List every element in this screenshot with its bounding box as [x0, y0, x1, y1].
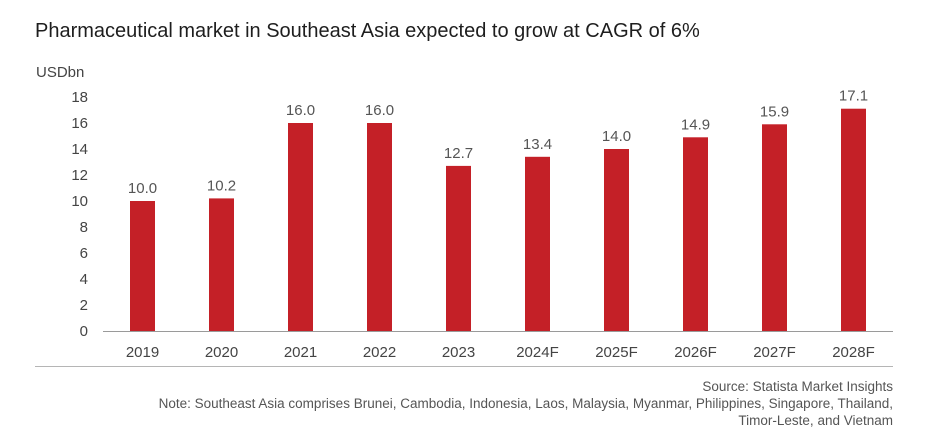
bar — [525, 156, 550, 331]
y-axis-unit-label: USDbn — [36, 64, 84, 81]
chart-title: Pharmaceutical market in Southeast Asia … — [35, 20, 700, 42]
x-tick-label: 2021 — [284, 344, 317, 361]
source-text: Source: Statista Market Insights — [702, 379, 893, 394]
y-tick-label: 6 — [80, 245, 88, 262]
bar — [841, 108, 866, 331]
y-tick-label: 12 — [71, 167, 88, 184]
bar — [604, 149, 629, 331]
x-tick-label: 2023 — [442, 344, 475, 361]
bar — [683, 137, 708, 331]
x-tick-label: 2027F — [753, 344, 796, 361]
bar — [130, 201, 155, 331]
bar — [209, 198, 234, 331]
y-tick-label: 8 — [80, 219, 88, 236]
y-tick-label: 2 — [80, 297, 88, 314]
x-tick-label: 2022 — [363, 344, 396, 361]
bar — [288, 123, 313, 331]
y-tick-label: 10 — [71, 193, 88, 210]
bar — [446, 165, 471, 331]
note-text-line-2: Timor-Leste, and Vietnam — [738, 413, 893, 428]
note-text-line-1: Note: Southeast Asia comprises Brunei, C… — [158, 396, 893, 411]
value-label: 15.9 — [760, 103, 789, 120]
y-tick-label: 14 — [71, 141, 88, 158]
value-label: 12.7 — [444, 145, 473, 162]
bar — [762, 124, 787, 331]
y-tick-label: 0 — [80, 323, 88, 340]
bar-chart: USDbn 0 2 4 6 8 10 12 14 16 18 10.0 10.2 16.0 16.0 12… — [36, 64, 893, 361]
value-label: 10.0 — [128, 180, 157, 197]
x-tick-label: 2025F — [595, 344, 638, 361]
value-label: 16.0 — [286, 102, 315, 119]
y-tick-label: 18 — [71, 89, 88, 106]
x-tick-label: 2024F — [516, 344, 559, 361]
bar — [367, 123, 392, 331]
x-tick-label: 2020 — [205, 344, 238, 361]
value-label: 13.4 — [523, 136, 552, 153]
x-tick-label: 2019 — [126, 344, 159, 361]
value-label: 14.0 — [602, 128, 631, 145]
value-label: 10.2 — [207, 177, 236, 194]
value-label: 17.1 — [839, 88, 868, 105]
x-tick-label: 2026F — [674, 344, 717, 361]
y-tick-label: 16 — [71, 115, 88, 132]
value-label: 14.9 — [681, 116, 710, 133]
value-label: 16.0 — [365, 102, 394, 119]
y-tick-label: 4 — [80, 271, 88, 288]
footer-divider — [35, 366, 893, 367]
chart-footer: Source: Statista Market Insights Note: S… — [33, 378, 893, 429]
x-tick-label: 2028F — [832, 344, 875, 361]
